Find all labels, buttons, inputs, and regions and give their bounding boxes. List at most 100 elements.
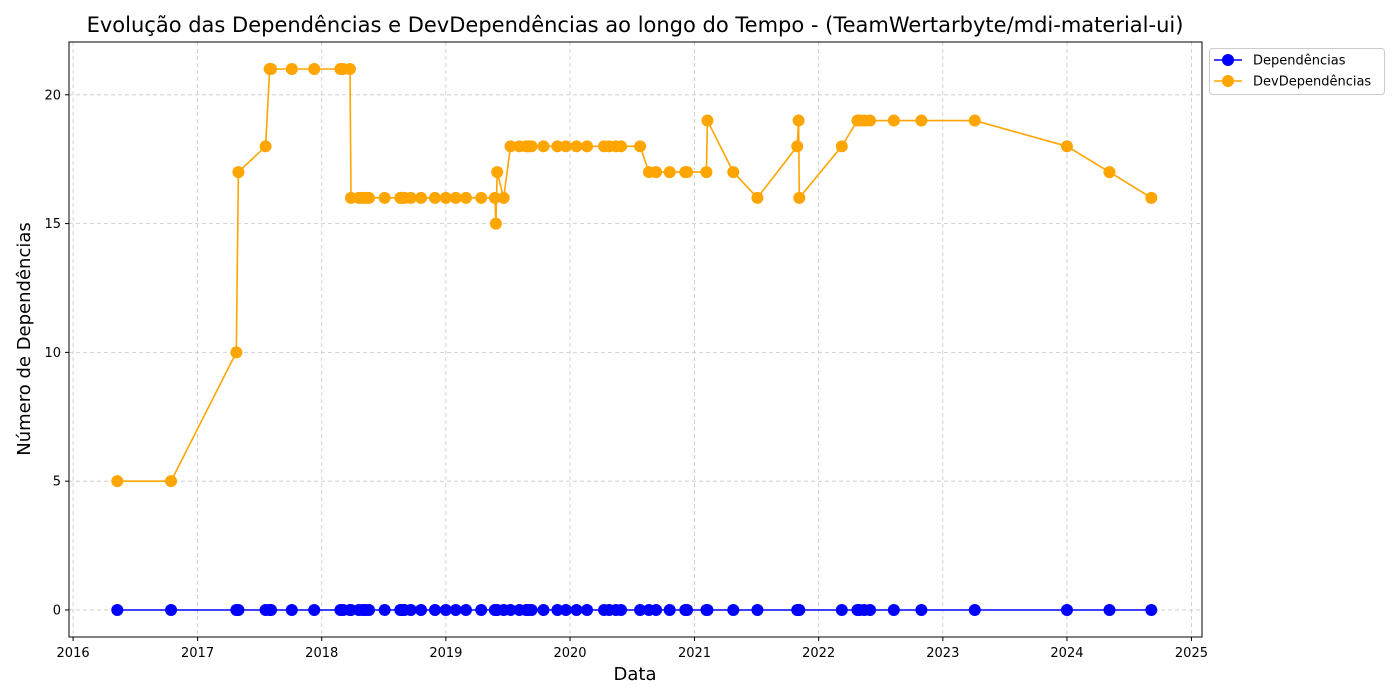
plot-area-frame	[68, 41, 1203, 638]
x-tick-label: 2025	[1175, 646, 1208, 661]
data-point-devdependencias	[489, 217, 502, 230]
data-point-dependencias	[968, 603, 981, 616]
data-point-devdependencias	[751, 191, 764, 204]
data-point-dependencias	[751, 603, 764, 616]
y-tick-label: 0	[53, 603, 61, 618]
y-tick-label: 20	[44, 88, 61, 103]
data-point-dependencias	[570, 603, 583, 616]
data-point-dependencias	[459, 603, 472, 616]
data-point-dependencias	[581, 603, 594, 616]
data-point-dependencias	[650, 603, 663, 616]
data-point-devdependencias	[701, 114, 714, 127]
data-point-dependencias	[551, 603, 564, 616]
data-point-dependencias	[663, 603, 676, 616]
data-point-devdependencias	[343, 63, 356, 76]
data-point-dependencias	[449, 603, 462, 616]
data-point-devdependencias	[1103, 166, 1116, 179]
chart-title: Evolução das Dependências e DevDependênc…	[87, 13, 1184, 37]
data-point-devdependencias	[634, 140, 647, 153]
legend-label: Dependências	[1253, 54, 1346, 69]
data-point-devdependencias	[650, 166, 663, 179]
data-point-devdependencias	[681, 166, 694, 179]
x-tick-label: 2024	[1050, 646, 1083, 661]
legend: Dependências DevDependências	[1209, 48, 1385, 95]
series-lines	[117, 68, 1152, 611]
data-point-dependencias	[308, 603, 321, 616]
data-point-dependencias	[864, 603, 877, 616]
data-point-devdependencias	[165, 475, 178, 488]
data-point-devdependencias	[488, 191, 501, 204]
data-point-dependencias	[887, 603, 900, 616]
data-point-devdependencias	[415, 191, 428, 204]
x-tick-label: 2021	[678, 646, 711, 661]
x-tick-label: 2016	[57, 646, 90, 661]
data-point-dependencias	[232, 603, 245, 616]
data-point-devdependencias	[887, 114, 900, 127]
grid-lines	[69, 42, 1202, 637]
data-point-dependencias	[681, 603, 694, 616]
data-point-devdependencias	[570, 140, 583, 153]
data-point-devdependencias	[915, 114, 928, 127]
y-axis: 0 5 10 15 20	[44, 88, 69, 618]
data-point-dependencias	[504, 603, 517, 616]
data-point-devdependencias	[793, 191, 806, 204]
data-point-dependencias	[1060, 603, 1073, 616]
data-point-dependencias	[265, 603, 278, 616]
y-axis-label: Número de Dependências	[14, 222, 35, 456]
data-point-devdependencias	[378, 191, 391, 204]
x-tick-label: 2017	[181, 646, 214, 661]
data-point-devdependencias	[491, 166, 504, 179]
data-point-dependencias	[634, 603, 647, 616]
data-point-devdependencias	[792, 114, 805, 127]
data-point-devdependencias	[428, 191, 441, 204]
data-point-dependencias	[363, 603, 376, 616]
data-point-dependencias	[835, 603, 848, 616]
legend-marker	[1222, 54, 1234, 66]
data-point-devdependencias	[285, 63, 298, 76]
data-point-devdependencias	[230, 346, 243, 359]
y-tick-label: 5	[53, 475, 61, 490]
data-point-devdependencias	[835, 140, 848, 153]
data-point-dependencias	[701, 603, 714, 616]
data-point-devdependencias	[504, 140, 517, 153]
data-point-devdependencias	[459, 191, 472, 204]
data-point-dependencias	[111, 603, 124, 616]
data-point-devdependencias	[265, 63, 278, 76]
data-point-devdependencias	[497, 191, 510, 204]
legend-box	[1209, 48, 1385, 95]
data-point-devdependencias	[449, 191, 462, 204]
data-point-devdependencias	[559, 140, 572, 153]
data-point-devdependencias	[111, 475, 124, 488]
x-tick-label: 2023	[926, 646, 959, 661]
x-tick-label: 2020	[553, 646, 586, 661]
data-point-dependencias	[537, 603, 550, 616]
data-point-devdependencias	[663, 166, 676, 179]
series-line-devdependencias	[117, 68, 1152, 483]
data-point-devdependencias	[525, 140, 538, 153]
data-point-devdependencias	[551, 140, 564, 153]
data-point-devdependencias	[259, 140, 272, 153]
data-point-dependencias	[1145, 603, 1158, 616]
data-point-devdependencias	[439, 191, 452, 204]
data-point-dependencias	[285, 603, 298, 616]
x-axis-label: Data	[614, 664, 657, 685]
data-point-devdependencias	[1060, 140, 1073, 153]
data-point-dependencias	[165, 603, 178, 616]
data-point-devdependencias	[363, 191, 376, 204]
data-point-devdependencias	[581, 140, 594, 153]
data-point-dependencias	[559, 603, 572, 616]
legend-label: DevDependências	[1253, 75, 1371, 90]
data-point-devdependencias	[308, 63, 321, 76]
data-point-dependencias	[428, 603, 441, 616]
data-point-dependencias	[475, 603, 488, 616]
data-point-dependencias	[525, 603, 538, 616]
data-point-devdependencias	[864, 114, 877, 127]
data-point-devdependencias	[700, 166, 713, 179]
data-point-dependencias	[415, 603, 428, 616]
data-point-devdependencias	[537, 140, 550, 153]
data-point-devdependencias	[791, 140, 804, 153]
data-point-devdependencias	[232, 166, 245, 179]
data-point-dependencias	[404, 603, 417, 616]
